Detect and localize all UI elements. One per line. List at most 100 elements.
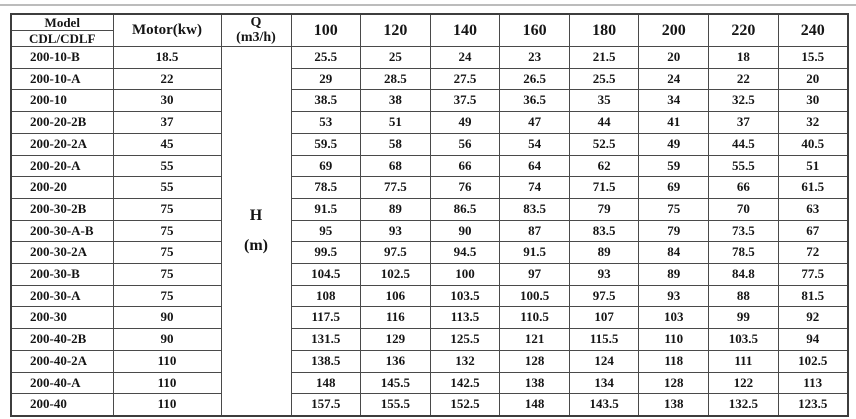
head-value-cell: 84.8 — [708, 263, 779, 286]
head-value-cell: 26.5 — [499, 67, 570, 91]
table-row: 200-30-B 75 104.5 102.5 100 97 93 89 84.8 77.5 — [10, 263, 849, 286]
head-value-cell: 51 — [360, 111, 431, 134]
head-value-cell: 103.5 — [429, 284, 501, 308]
motor-power-cell: 18.5 — [112, 46, 222, 69]
head-value-cell: 37.5 — [429, 89, 501, 113]
head-value-cell: 53 — [290, 111, 362, 134]
head-value-cell: 115.5 — [568, 328, 640, 351]
head-value-cell: 124 — [568, 349, 640, 373]
table-row: 200-40 110 157.5 155.5 152.5 148 143.5 138 132.5… — [10, 393, 849, 417]
head-value-cell: 155.5 — [360, 393, 431, 417]
head-value-cell: 113 — [777, 371, 849, 395]
head-value-cell: 22 — [708, 67, 779, 91]
head-value-cell: 131.5 — [290, 328, 362, 351]
head-value-cell: 128 — [499, 349, 570, 373]
head-value-cell: 25 — [360, 46, 431, 69]
head-value-cell: 21.5 — [568, 46, 640, 69]
head-value-cell: 55.5 — [708, 154, 779, 178]
flow-column-header: 100 — [290, 13, 362, 47]
model-cell: 200-40-2A — [10, 349, 114, 373]
head-value-cell: 91.5 — [499, 241, 570, 265]
head-value-cell: 108 — [290, 284, 362, 308]
head-value-cell: 97.5 — [360, 241, 431, 265]
model-cell: 200-30-A — [10, 284, 114, 308]
head-value-cell: 79 — [568, 197, 640, 221]
table-body: 200-10-B 18.5 H (m) 25.5 25 24 23 21.5 20 18 15.5 20… — [10, 45, 849, 417]
head-value-cell: 72 — [777, 241, 849, 265]
model-cell: 200-30-2B — [10, 197, 114, 221]
head-value-cell: 110 — [638, 328, 710, 351]
head-value-cell: 40.5 — [777, 132, 849, 156]
table-header: Model CDL/CDLF Motor(kw) Q (m3/h) 100 120… — [10, 13, 849, 47]
head-value-cell: 106 — [360, 284, 431, 308]
head-value-cell: 113.5 — [429, 306, 501, 330]
motor-power-cell: 75 — [112, 241, 222, 265]
motor-power-cell: 75 — [112, 263, 222, 286]
head-value-cell: 99.5 — [290, 241, 362, 265]
head-value-cell: 89 — [638, 263, 710, 286]
head-value-cell: 78.5 — [708, 241, 779, 265]
model-cell: 200-10 — [10, 89, 114, 113]
head-value-cell: 87 — [499, 219, 570, 243]
head-value-cell: 100 — [429, 263, 501, 286]
head-value-cell: 142.5 — [429, 371, 501, 395]
head-value-cell: 90 — [429, 219, 501, 243]
head-value-cell: 54 — [499, 132, 570, 156]
head-value-cell: 134 — [568, 371, 640, 395]
head-value-cell: 117.5 — [290, 306, 362, 330]
head-value-cell: 59 — [638, 154, 710, 178]
head-value-cell: 49 — [429, 111, 501, 134]
model-column-header: Model CDL/CDLF — [10, 13, 114, 47]
motor-power-cell: 55 — [112, 154, 222, 178]
motor-power-cell: 75 — [112, 197, 222, 221]
model-header-label: Model — [12, 15, 112, 31]
motor-power-cell: 22 — [112, 67, 222, 91]
motor-power-cell: 90 — [112, 306, 222, 330]
head-value-cell: 138 — [499, 371, 570, 395]
table-row: 200-40-A 110 148 145.5 142.5 138 134 128 122 113 — [10, 371, 849, 395]
model-cell: 200-20-2B — [10, 111, 114, 134]
head-value-cell: 84 — [638, 241, 710, 265]
head-value-cell: 129 — [360, 328, 431, 351]
head-value-cell: 75 — [638, 197, 710, 221]
table-row: 200-30-2A 75 99.5 97.5 94.5 91.5 89 84 78.5 72 — [10, 241, 849, 265]
head-value-cell: 24 — [638, 67, 710, 91]
flow-column-header: 140 — [429, 13, 501, 47]
head-value-cell: 77.5 — [360, 176, 431, 199]
head-value-cell: 122 — [708, 371, 779, 395]
head-value-cell: 123.5 — [777, 393, 849, 417]
table-row: 200-30-A 75 108 106 103.5 100.5 97.5 93 88 81.5 — [10, 284, 849, 308]
head-value-cell: 30 — [777, 89, 849, 113]
head-value-cell: 138.5 — [290, 349, 362, 373]
motor-power-cell: 37 — [112, 111, 222, 134]
head-value-cell: 69 — [290, 154, 362, 178]
table-row: 200-20-2B 37 53 51 49 47 44 41 37 32 — [10, 111, 849, 134]
page-top-divider — [0, 4, 856, 6]
flow-column-header: 240 — [777, 13, 849, 47]
head-value-cell: 88 — [708, 284, 779, 308]
head-value-cell: 47 — [499, 111, 570, 134]
model-cell: 200-10-A — [10, 67, 114, 91]
flow-column-header: 200 — [638, 13, 710, 47]
model-cell: 200-20-2A — [10, 132, 114, 156]
head-value-cell: 66 — [708, 176, 779, 199]
head-value-cell: 58 — [360, 132, 431, 156]
table-row: 200-20-2A 45 59.5 58 56 54 52.5 49 44.5 40.5 — [10, 132, 849, 156]
head-value-cell: 107 — [568, 306, 640, 330]
table-row: 200-30 90 117.5 116 113.5 110.5 107 103 99 92 — [10, 306, 849, 330]
head-value-cell: 25.5 — [290, 46, 362, 69]
table-row: 200-10 30 38.5 38 37.5 36.5 35 34 32.5 30 — [10, 89, 849, 113]
model-cell: 200-30-2A — [10, 241, 114, 265]
head-value-cell: 148 — [499, 393, 570, 417]
head-value-cell: 121 — [499, 328, 570, 351]
head-value-cell: 63 — [777, 197, 849, 221]
head-value-cell: 89 — [568, 241, 640, 265]
motor-power-cell: 110 — [112, 393, 222, 417]
head-value-cell: 71.5 — [568, 176, 640, 199]
head-value-cell: 51 — [777, 154, 849, 178]
head-value-cell: 102.5 — [777, 349, 849, 373]
head-value-cell: 20 — [777, 67, 849, 91]
head-value-cell: 56 — [429, 132, 501, 156]
head-value-cell: 143.5 — [568, 393, 640, 417]
model-cell: 200-40 — [10, 393, 114, 417]
